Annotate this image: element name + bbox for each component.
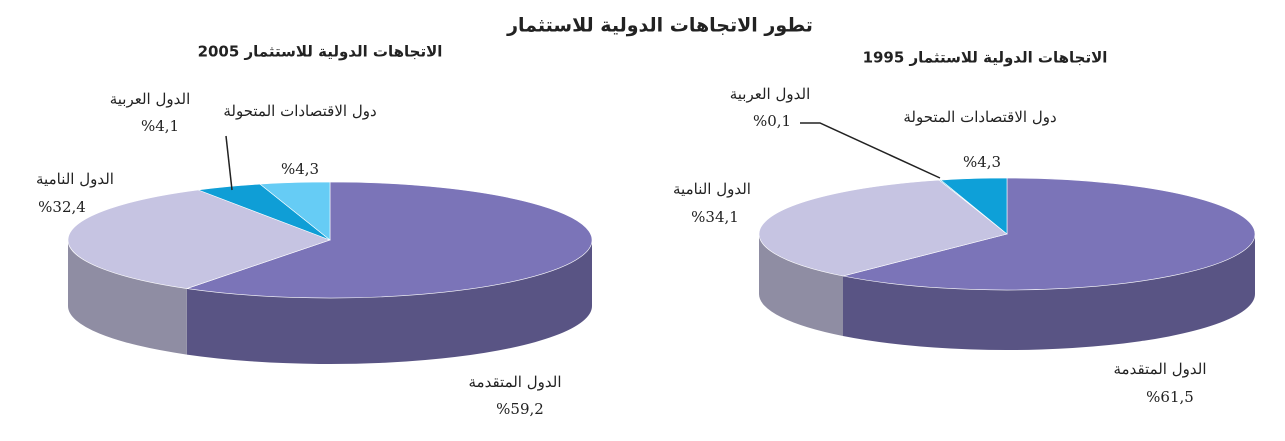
slice-label: الدول العربية xyxy=(730,85,811,103)
slice-label: الدول المتقدمة xyxy=(469,373,562,391)
slice-side xyxy=(759,234,843,337)
pie-title: الاتجاهات الدولية للاستثمار 2005 xyxy=(198,43,443,61)
value-label: %59,2 xyxy=(496,400,544,418)
slice-side xyxy=(842,234,1255,351)
slice-side xyxy=(186,240,593,364)
main-title: تطور الاتجاهات الدولية للاستثمار xyxy=(506,15,813,37)
value-label: %4,1 xyxy=(141,117,179,135)
slice-label: الدول العربية xyxy=(110,90,191,108)
value-label: %4,3 xyxy=(281,160,319,178)
pie-slice xyxy=(758,179,1008,337)
slice-top xyxy=(940,177,1008,235)
pie-slice xyxy=(259,181,331,241)
pie-slice xyxy=(67,189,331,355)
pie-title: الاتجاهات الدولية للاستثمار 1995 xyxy=(863,49,1108,67)
leader-line xyxy=(800,122,941,179)
slice-label: دول الاقتصادات المتحولة xyxy=(223,102,376,120)
value-label: %0,1 xyxy=(753,112,791,130)
pie-slice xyxy=(186,181,593,364)
value-label: %4,3 xyxy=(963,153,1001,171)
slice-top xyxy=(67,189,331,289)
pie-slice xyxy=(842,177,1256,351)
slice-top xyxy=(186,181,593,299)
value-label: %32,4 xyxy=(38,198,86,216)
value-label: %61,5 xyxy=(1146,388,1194,406)
slice-label: الدول النامية xyxy=(36,170,114,188)
value-label: %34,1 xyxy=(691,208,739,226)
slice-label: الدول المتقدمة xyxy=(1114,360,1207,378)
slice-label: الدول النامية xyxy=(673,180,751,198)
slice-top xyxy=(758,179,1008,277)
slice-top xyxy=(842,177,1256,291)
pie-slice xyxy=(940,177,1008,235)
leader-line xyxy=(225,135,233,191)
slice-label: دول الاقتصادات المتحولة xyxy=(903,108,1056,126)
slice-side xyxy=(68,240,187,355)
slice-top xyxy=(259,181,331,241)
